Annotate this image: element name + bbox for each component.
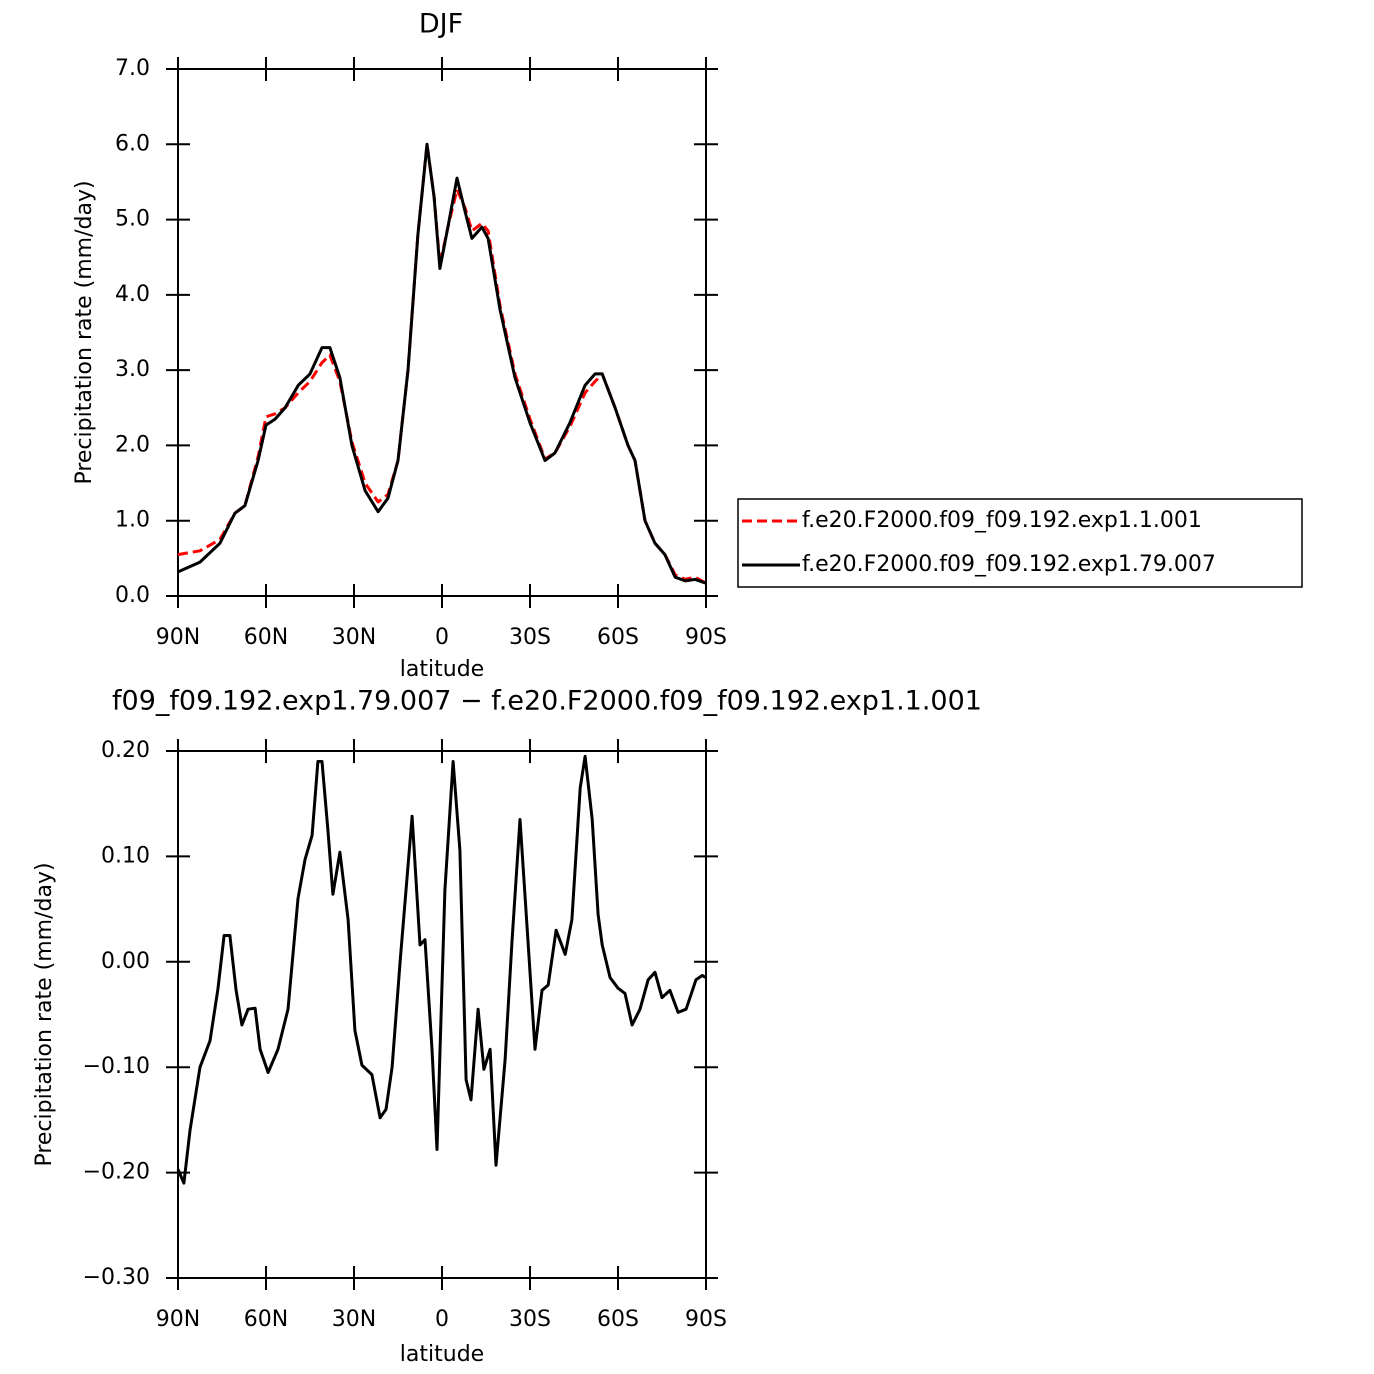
y-tick-label: 2.0 bbox=[115, 432, 150, 457]
x-axis-label: latitude bbox=[400, 1342, 484, 1367]
y-tick-label: 1.0 bbox=[115, 508, 150, 533]
chart-title: f09_f09.192.exp1.79.007 − f.e20.F2000.f0… bbox=[112, 686, 982, 717]
x-tick-label: 90N bbox=[156, 625, 200, 650]
x-tick-label: 60N bbox=[244, 1307, 288, 1332]
legend-label: f.e20.F2000.f09_f09.192.exp1.79.007 bbox=[802, 552, 1216, 577]
x-tick-label: 30N bbox=[332, 625, 376, 650]
x-tick-label: 60S bbox=[597, 1307, 639, 1332]
x-tick-label: 60S bbox=[597, 625, 639, 650]
y-axis-label: Precipitation rate (mm/day) bbox=[32, 862, 57, 1166]
data-line bbox=[177, 142, 707, 585]
chart-title: DJF bbox=[419, 9, 463, 40]
y-tick-label: 0.20 bbox=[101, 738, 150, 763]
legend-label: f.e20.F2000.f09_f09.192.exp1.1.001 bbox=[802, 508, 1202, 533]
y-tick-label: −0.30 bbox=[83, 1265, 150, 1290]
y-tick-label: −0.20 bbox=[83, 1160, 150, 1185]
x-tick-label: 30S bbox=[509, 625, 551, 650]
y-tick-label: 5.0 bbox=[115, 207, 150, 232]
plot-frame bbox=[177, 68, 707, 597]
x-tick-label: 30N bbox=[332, 1307, 376, 1332]
x-tick-label: 60N bbox=[244, 625, 288, 650]
data-line bbox=[177, 142, 707, 585]
y-tick-label: −0.10 bbox=[83, 1054, 150, 1079]
x-tick-label: 90S bbox=[685, 1307, 727, 1332]
y-tick-label: 7.0 bbox=[115, 56, 150, 81]
x-tick-label: 0 bbox=[435, 625, 449, 650]
x-tick-label: 0 bbox=[435, 1307, 449, 1332]
y-tick-label: 3.0 bbox=[115, 357, 150, 382]
y-tick-label: 0.0 bbox=[115, 583, 150, 608]
y-tick-label: 0.00 bbox=[101, 949, 150, 974]
legend-box bbox=[737, 498, 1303, 588]
x-axis-label: latitude bbox=[400, 657, 484, 682]
y-tick-label: 6.0 bbox=[115, 131, 150, 156]
data-line bbox=[176, 754, 707, 1185]
y-tick-label: 0.10 bbox=[101, 843, 150, 868]
x-tick-label: 90S bbox=[685, 625, 727, 650]
x-tick-label: 90N bbox=[156, 1307, 200, 1332]
x-tick-label: 30S bbox=[509, 1307, 551, 1332]
y-tick-label: 4.0 bbox=[115, 282, 150, 307]
y-axis-label: Precipitation rate (mm/day) bbox=[72, 180, 97, 484]
